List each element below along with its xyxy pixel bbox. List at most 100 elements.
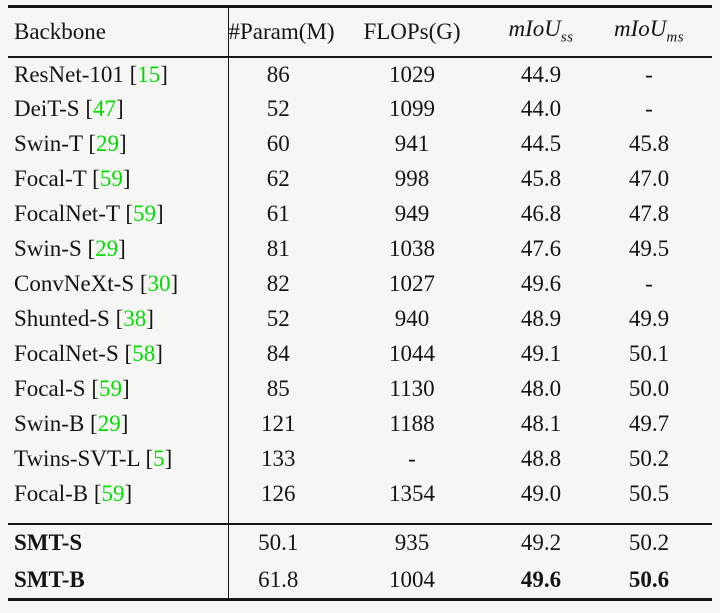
table-row: ConvNeXt-S [30] 82 1027 49.6 - [8,266,712,302]
flops-cell: 949 [394,201,430,226]
miou-ms-cell: 50.2 [628,446,670,471]
backbone-name: Focal-B [14,481,89,506]
citation-link[interactable]: 59 [133,201,157,226]
flops-cell: 1004 [389,566,435,592]
param-cell: 82 [266,271,290,296]
spacer-row [8,511,712,524]
backbone-name: FocalNet-S [14,341,119,366]
param-cell: 50.1 [258,530,299,555]
miou-ss-label: mIoU [508,16,561,42]
col-header-flops: FLOPs(G) [363,18,461,44]
flops-cell: 1099 [389,96,435,121]
miou-ss-cell: 49.6 [520,566,562,592]
flops-cell: 940 [394,306,430,331]
backbone-cell: Focal-B [59] [8,476,229,512]
backbone-name: DeiT-S [14,96,80,121]
citation-link[interactable]: 59 [98,376,122,401]
citation-link[interactable]: 15 [137,61,161,87]
miou-ss-cell: 49.2 [520,530,562,555]
citation-link[interactable]: 38 [123,306,147,331]
table-row: ResNet-101 [15] 86 1029 44.9 - [8,56,712,92]
miou-ss-subscript: ss [560,30,574,47]
miou-ms-cell: - [645,271,653,296]
param-cell: 86 [266,61,290,87]
backbone-name: FocalNet-T [14,201,120,226]
table-row: FocalNet-S [58] 84 1044 49.1 50.1 [8,336,712,372]
backbone-name: Swin-B [14,411,85,436]
miou-ms-cell: - [645,96,653,121]
param-cell: 121 [261,411,296,436]
miou-ss-cell: 44.0 [520,96,562,121]
backbone-cell: FocalNet-T [59] [8,196,229,232]
section-spacer [8,511,712,524]
param-cell: 85 [266,376,290,401]
citation: [59] [86,166,131,191]
param-cell: 126 [261,481,296,506]
flops-cell: - [408,446,416,471]
citation-link[interactable]: 58 [132,341,156,366]
citation: [59] [85,376,130,401]
table-row: Twins-SVT-L [5] 133 - 48.8 50.2 [8,441,712,477]
miou-ss-cell: 49.0 [520,481,562,506]
backbone-cell: Focal-S [59] [8,371,229,407]
miou-ms-cell: 49.5 [628,236,670,261]
backbone-cell: ResNet-101 [15] [8,56,229,92]
citation-link[interactable]: 5 [153,446,165,471]
backbone-cell: Swin-S [29] [8,231,229,267]
citation: [15] [123,61,168,87]
backbone-cell: ConvNeXt-S [30] [8,266,229,302]
table-row: Focal-S [59] 85 1130 48.0 50.0 [8,371,712,407]
miou-ms-cell: 50.2 [628,530,670,555]
param-cell: 62 [266,166,290,191]
flops-cell: 1029 [389,61,435,87]
header-row: Backbone #Param(M) FLOPs(G) mIoUss mIoUm… [8,6,712,57]
backbone-name: Shunted-S [14,306,110,331]
miou-ss-cell: 49.1 [520,341,562,366]
param-cell: 52 [266,96,290,121]
citation-link[interactable]: 59 [101,481,125,506]
param-cell: 84 [266,341,290,366]
citation: [5] [139,446,173,471]
citation-link[interactable]: 59 [99,166,123,191]
param-cell: 60 [266,131,290,156]
citation-link[interactable]: 29 [95,236,119,261]
param-cell: 133 [261,446,296,471]
backbone-cell: SMT-S [8,523,229,562]
miou-ss-cell: 48.8 [520,446,562,471]
param-cell: 81 [266,236,290,261]
table-row: Swin-B [29] 121 1188 48.1 49.7 [8,406,712,442]
flops-cell: 1038 [389,236,435,261]
miou-ms-cell: 47.8 [628,201,670,226]
backbone-name: Twins-SVT-L [14,446,140,471]
miou-ss-cell: 48.0 [520,376,562,401]
smt-result-rows: SMT-S 50.1 935 49.2 50.2 SMT-B 61.8 1004… [8,523,712,600]
miou-ss-cell: 45.8 [520,166,562,191]
param-cell: 61 [266,201,290,226]
citation-link[interactable]: 30 [147,271,171,296]
citation: [29] [81,236,126,261]
miou-ms-cell: 50.1 [628,341,670,366]
citation-link[interactable]: 47 [93,96,117,121]
miou-ms-cell: - [645,61,653,87]
param-cell: 52 [266,306,290,331]
table-row: Shunted-S [38] 52 940 48.9 49.9 [8,301,712,337]
backbone-name: SMT-B [14,566,85,592]
miou-ms-label: mIoU [613,16,667,42]
miou-ss-cell: 49.6 [520,271,562,296]
flops-cell: 998 [394,166,430,191]
miou-ss-cell: 44.9 [520,61,562,87]
backbone-name: Swin-T [14,131,83,156]
miou-ms-cell: 45.8 [628,131,670,156]
backbone-cell: Swin-B [29] [8,406,229,442]
backbone-cell: Twins-SVT-L [5] [8,441,229,477]
table-row: Focal-T [59] 62 998 45.8 47.0 [8,161,712,197]
citation-link[interactable]: 29 [96,131,120,156]
table-row: Swin-S [29] 81 1038 47.6 49.5 [8,231,712,267]
citation-link[interactable]: 29 [97,411,121,436]
miou-ms-cell: 50.6 [628,566,670,592]
backbone-name: Focal-T [14,166,87,191]
miou-ss-cell: 48.1 [520,411,562,436]
flops-cell: 1130 [389,376,435,401]
citation: [58] [118,341,163,366]
